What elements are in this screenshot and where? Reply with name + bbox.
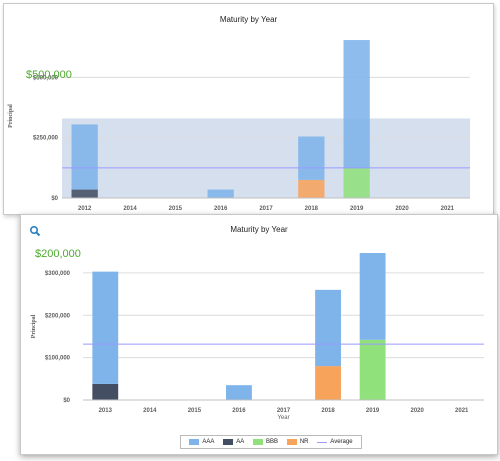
x-tick-label: 2015 bbox=[169, 206, 183, 212]
x-tick-label: 2021 bbox=[455, 408, 469, 414]
bar-bbb-2019 bbox=[359, 339, 386, 400]
x-tick-label: 2018 bbox=[305, 206, 319, 212]
legend-swatch bbox=[253, 439, 264, 445]
x-tick-label: 2018 bbox=[321, 408, 335, 414]
x-tick-label: 2017 bbox=[259, 206, 273, 212]
x-tick-label: 2020 bbox=[410, 408, 424, 414]
bar-aaa-2018 bbox=[298, 136, 325, 180]
legend-item-bbb[interactable]: BBB bbox=[253, 439, 278, 445]
bar-aaa-2016 bbox=[226, 385, 252, 400]
bar-aaa-2012 bbox=[71, 124, 98, 190]
y-tick-label: $200,000 bbox=[45, 313, 71, 319]
x-tick-label: 2021 bbox=[441, 206, 455, 212]
y-tick-label: $0 bbox=[51, 196, 58, 202]
y-tick-label: $500,000 bbox=[33, 75, 59, 81]
x-tick-label: 2012 bbox=[78, 206, 92, 212]
x-tick-label: 2014 bbox=[143, 408, 157, 414]
bar-aaa-2013 bbox=[92, 271, 119, 384]
bar-chart: $0 $250,000 $500,000 Principal 2012 2014 2015 2… bbox=[8, 40, 470, 212]
x-tick-label: 2016 bbox=[232, 408, 246, 414]
x-tick-label: 2019 bbox=[366, 408, 380, 414]
y-axis-title: Principal bbox=[8, 104, 14, 128]
legend-label: AA bbox=[236, 439, 245, 445]
y-tick-label: $300,000 bbox=[45, 271, 71, 277]
legend-item-nr[interactable]: NR bbox=[286, 439, 309, 445]
x-tick-label: 2019 bbox=[350, 206, 364, 212]
highlight-band bbox=[62, 118, 470, 198]
legend-label: NR bbox=[299, 439, 309, 445]
legend-swatch bbox=[189, 439, 200, 445]
chart-title: Maturity by Year bbox=[230, 225, 288, 234]
zoom-magnifier-icon[interactable] bbox=[29, 225, 41, 237]
value-annotation: $500,000 bbox=[26, 69, 72, 81]
y-tick-label: $100,000 bbox=[45, 356, 71, 362]
x-tick-label: 2016 bbox=[214, 206, 228, 212]
legend-swatch bbox=[223, 439, 234, 445]
y-tick-label: $250,000 bbox=[33, 136, 59, 142]
legend-item-average[interactable]: Average bbox=[317, 439, 353, 445]
legend-item-aa[interactable]: AA bbox=[223, 439, 244, 445]
maturity-chart-panel-back: Maturity by Year $0 $250,000 $500,000 Princ… bbox=[3, 3, 494, 215]
bar-aa-2012 bbox=[71, 189, 98, 198]
x-tick-label: 2015 bbox=[188, 408, 202, 414]
legend-item-aaa[interactable]: AAA bbox=[189, 439, 214, 445]
bar-nr-2018 bbox=[315, 366, 341, 400]
legend-swatch bbox=[286, 439, 297, 445]
y-axis-title: Principal bbox=[31, 314, 37, 338]
value-annotation: $200,000 bbox=[35, 248, 81, 260]
legend-label: AAA bbox=[202, 439, 215, 445]
bar-bbb-2019 bbox=[343, 167, 370, 198]
chart-legend: AAA AA BBB NR Average bbox=[180, 435, 362, 449]
chart-title: Maturity by Year bbox=[219, 15, 278, 24]
x-tick-label: 2013 bbox=[99, 408, 113, 414]
legend-line-swatch bbox=[317, 441, 328, 443]
bar-aaa-2018 bbox=[315, 289, 341, 367]
legend-label: BBB bbox=[266, 439, 279, 445]
y-tick-label: $0 bbox=[63, 398, 70, 404]
x-tick-label: 2017 bbox=[277, 408, 291, 414]
bar-aaa-2019 bbox=[343, 40, 370, 168]
bar-nr-2018 bbox=[298, 179, 325, 198]
bar-chart: $0 $100,000 $200,000 $300,000 Principal 2013 2… bbox=[31, 248, 484, 421]
bar-aaa-2019 bbox=[359, 253, 386, 340]
legend-label: Average bbox=[330, 439, 353, 445]
x-tick-label: 2014 bbox=[123, 206, 137, 212]
x-axis-title: Year bbox=[277, 415, 289, 421]
x-tick-label: 2020 bbox=[395, 206, 409, 212]
bar-aaa-2016 bbox=[207, 189, 234, 198]
maturity-chart-panel-front: Maturity by Year $0 $100,000 $200,000 $300,… bbox=[20, 214, 498, 455]
bar-aa-2013 bbox=[92, 383, 119, 400]
